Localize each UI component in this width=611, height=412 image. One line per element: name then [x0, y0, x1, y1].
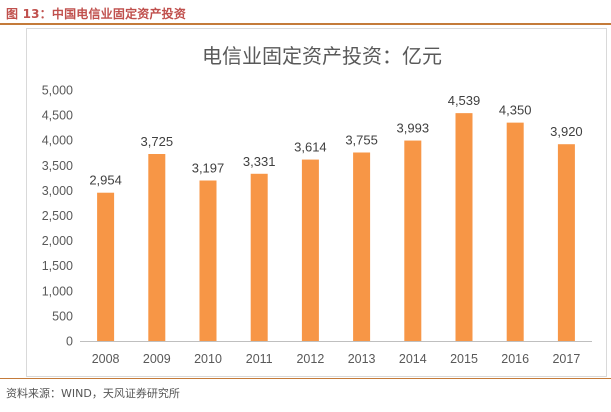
- y-tick-label: 2,500: [42, 209, 73, 223]
- y-axis: 0 500 1,000 1,500 2,000 2,500 3,000 3,500 4,000 4…: [42, 84, 73, 349]
- x-tick-label: 2013: [348, 352, 376, 366]
- source-rule: [0, 378, 611, 379]
- bar-2010: [199, 180, 217, 341]
- x-tick-label: 2009: [143, 352, 171, 366]
- x-tick-label: 2012: [296, 352, 324, 366]
- x-tick-label: 2016: [501, 352, 529, 366]
- bar-2014: [404, 140, 422, 341]
- y-tick-label: 2,000: [42, 234, 73, 248]
- bar-2011: [250, 173, 268, 341]
- x-tick-label: 2011: [246, 352, 273, 366]
- bar-series: 2,954 3,725 3,197 3,331 3,614 3,755 3,993 4,539…: [89, 93, 583, 341]
- data-label-2010: 3,197: [192, 161, 225, 176]
- bar-2008: [97, 192, 115, 341]
- bar-2015: [455, 113, 473, 341]
- y-tick-label: 3,000: [42, 184, 73, 198]
- data-label-2017: 3,920: [550, 124, 583, 139]
- data-label-2012: 3,614: [294, 140, 327, 155]
- bar-2017: [557, 144, 575, 341]
- y-tick-label: 3,500: [42, 159, 73, 173]
- x-tick-label: 2008: [92, 352, 120, 366]
- y-tick-label: 4,500: [42, 109, 73, 123]
- bar-2016: [506, 122, 524, 341]
- data-label-2008: 2,954: [89, 173, 122, 188]
- data-label-2013: 3,755: [345, 132, 378, 147]
- bar-2013: [353, 152, 371, 341]
- data-label-2016: 4,350: [499, 103, 532, 118]
- source-note: 资料来源：WIND，天风证券研究所: [6, 387, 180, 400]
- y-tick-label: 4,000: [42, 134, 73, 148]
- x-tick-label: 2017: [552, 352, 580, 366]
- x-tick-label: 2014: [399, 352, 427, 366]
- data-label-2015: 4,539: [448, 93, 481, 108]
- x-axis: 2008 2009 2010 2011 2012 2013 2014 2015 2016 2017: [80, 341, 592, 366]
- caption-rule: [0, 23, 611, 25]
- bar-2012: [301, 159, 319, 341]
- chart-title: 电信业固定资产投资：亿元: [202, 44, 442, 68]
- x-tick-label: 2015: [450, 352, 478, 366]
- y-tick-label: 1,500: [42, 259, 73, 273]
- y-tick-label: 500: [52, 309, 73, 323]
- y-tick-label: 1,000: [42, 284, 73, 298]
- bar-2009: [148, 154, 166, 341]
- figure-caption: 图 13：中国电信业固定资产投资: [6, 7, 187, 21]
- data-label-2014: 3,993: [397, 121, 430, 136]
- data-label-2011: 3,331: [243, 154, 276, 169]
- y-tick-label: 5,000: [42, 84, 73, 98]
- x-tick-label: 2010: [194, 352, 222, 366]
- y-tick-label: 0: [66, 335, 73, 349]
- data-label-2009: 3,725: [141, 134, 174, 149]
